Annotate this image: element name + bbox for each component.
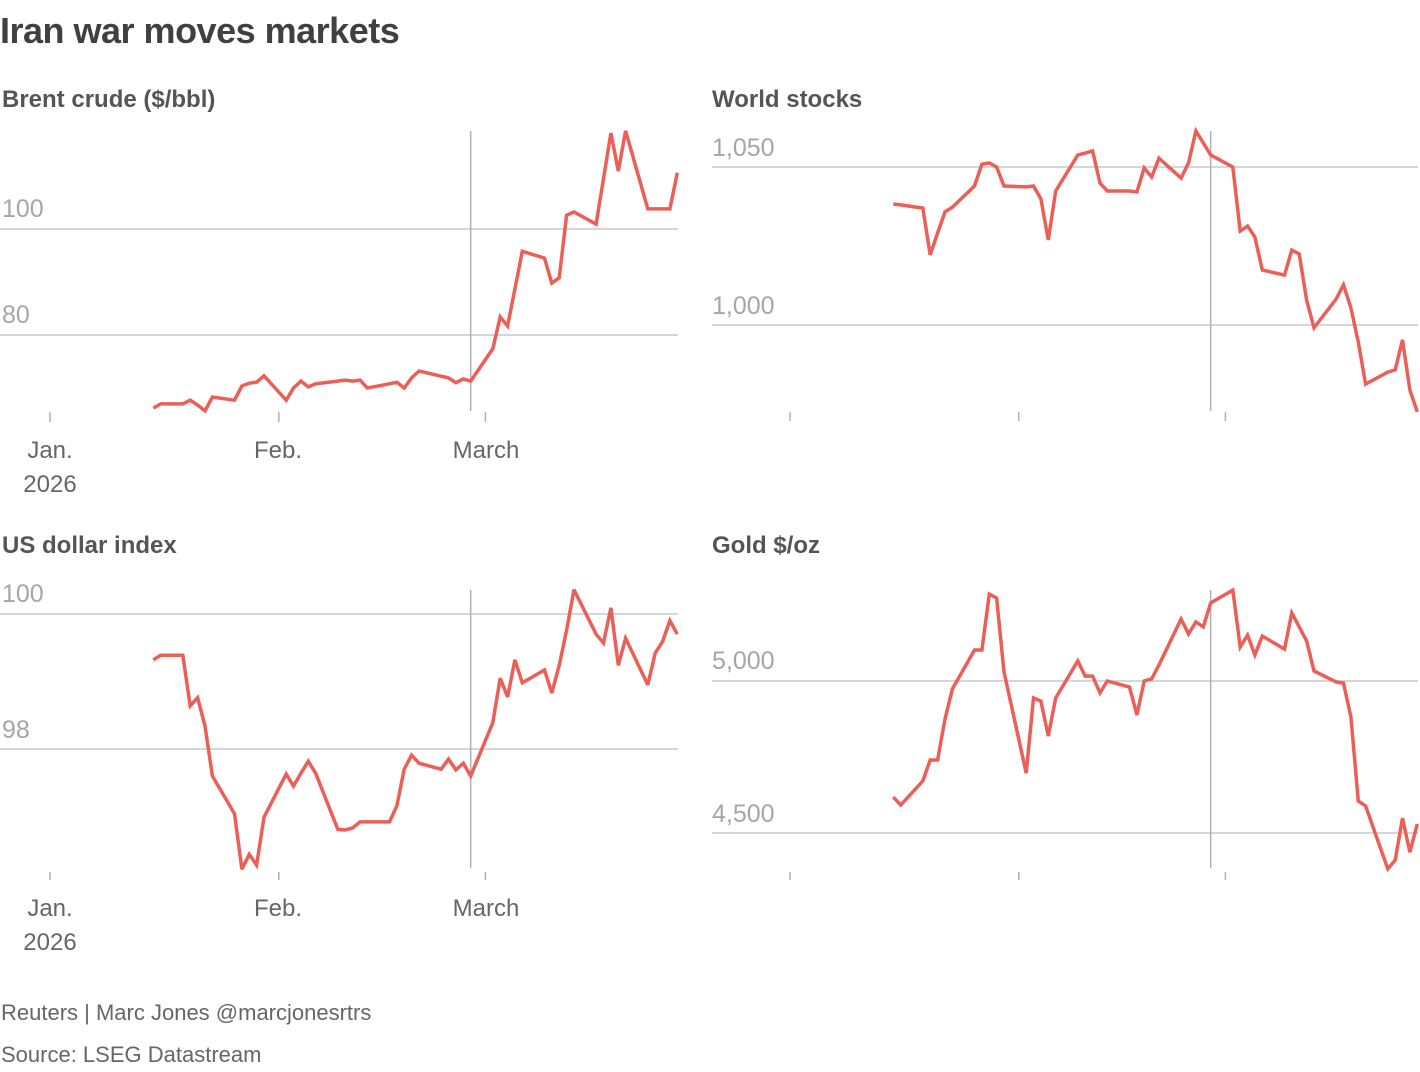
series-line-gold [892, 587, 1419, 873]
x-tick-label-march: March [452, 437, 520, 464]
series-line-brent [152, 130, 680, 414]
x-tick-label-jan: Jan. [27, 437, 73, 464]
panel-title-gold: Gold $/oz [712, 532, 820, 559]
y-tick-label: 1,050 [712, 134, 775, 162]
credit-line: Reuters | Marc Jones @marcjonesrtrs [1, 1000, 372, 1025]
y-tick-label: 4,500 [712, 800, 775, 828]
chart-title: Iran war moves markets [0, 10, 400, 51]
panel-title-brent: Brent crude ($/bbl) [2, 86, 216, 113]
series-line-dollar [152, 588, 679, 870]
y-tick-label: 5,000 [712, 647, 775, 675]
panel-title-dollar: US dollar index [2, 532, 177, 559]
y-tick-label: 80 [2, 301, 30, 329]
x-tick-label-year: 2026 [23, 929, 77, 956]
y-tick-label: 98 [2, 716, 30, 744]
y-tick-label: 1,000 [712, 292, 775, 320]
source-line: Source: LSEG Datastream [1, 1042, 262, 1067]
x-tick-label-march: March [452, 895, 520, 922]
y-tick-label: 100 [2, 195, 44, 223]
x-tick-label-feb: Feb. [253, 437, 303, 464]
series-line-stocks [893, 126, 1419, 413]
y-tick-label: 100 [2, 580, 44, 608]
x-tick-label-feb: Feb. [253, 895, 303, 922]
x-tick-label-year: 2026 [23, 471, 77, 498]
x-tick-label-jan: Jan. [27, 895, 73, 922]
panel-title-stocks: World stocks [712, 86, 863, 113]
